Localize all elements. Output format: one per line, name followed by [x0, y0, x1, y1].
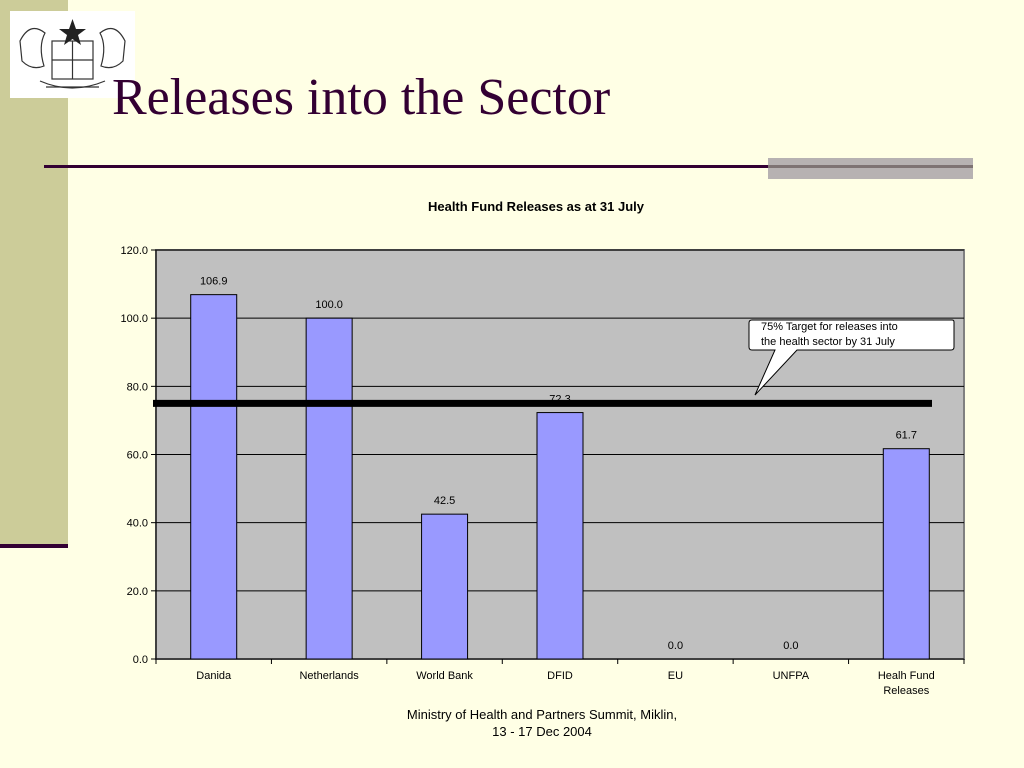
bar	[882, 448, 930, 660]
bar	[305, 317, 353, 660]
callout-line-1: 75% Target for releases into	[761, 321, 898, 333]
x-tick-label: Releases	[883, 685, 929, 697]
y-tick-label: 0.0	[133, 654, 148, 666]
y-tick-label: 20.0	[127, 586, 148, 598]
y-tick-label: 80.0	[127, 381, 148, 393]
x-tick-label: UNFPA	[773, 670, 810, 682]
footer-line-2: 13 - 17 Dec 2004	[492, 724, 592, 739]
footer-line-1: Ministry of Health and Partners Summit, …	[406, 707, 678, 722]
bar	[421, 513, 469, 660]
target-callout-bubble	[748, 319, 955, 396]
x-tick-label: World Bank	[416, 670, 473, 682]
title-accent-bar	[768, 158, 973, 179]
callout-line-2: the health sector by 31 July	[761, 336, 895, 348]
target-callout-text: 75% Target for releases into the health …	[761, 320, 951, 350]
y-tick-label: 120.0	[120, 245, 148, 257]
bar	[536, 412, 584, 660]
y-tick-label: 60.0	[127, 450, 148, 462]
x-tick-label: Danida	[196, 670, 232, 682]
data-label: 61.7	[896, 430, 917, 442]
data-label: 100.0	[315, 299, 343, 311]
x-tick-label: Netherlands	[299, 670, 359, 682]
data-label: 0.0	[668, 640, 683, 652]
ghana-coat-of-arms-icon	[10, 11, 135, 98]
y-tick-label: 40.0	[127, 518, 148, 530]
slide-title: Releases into the Sector	[112, 69, 611, 126]
left-decor-rule	[0, 544, 68, 548]
x-tick-label: Healh Fund	[878, 670, 935, 682]
title-underline	[44, 165, 770, 168]
x-tick-label: EU	[668, 670, 683, 682]
slide-footer: Ministry of Health and Partners Summit, …	[342, 706, 742, 740]
bar	[190, 294, 238, 660]
chart-title: Health Fund Releases as at 31 July	[428, 199, 645, 214]
data-label: 42.5	[434, 495, 455, 507]
y-tick-label: 100.0	[120, 313, 148, 325]
data-label: 106.9	[200, 276, 228, 288]
x-tick-label: DFID	[547, 670, 573, 682]
title-accent-rule	[768, 165, 973, 168]
data-label: 0.0	[783, 640, 798, 652]
